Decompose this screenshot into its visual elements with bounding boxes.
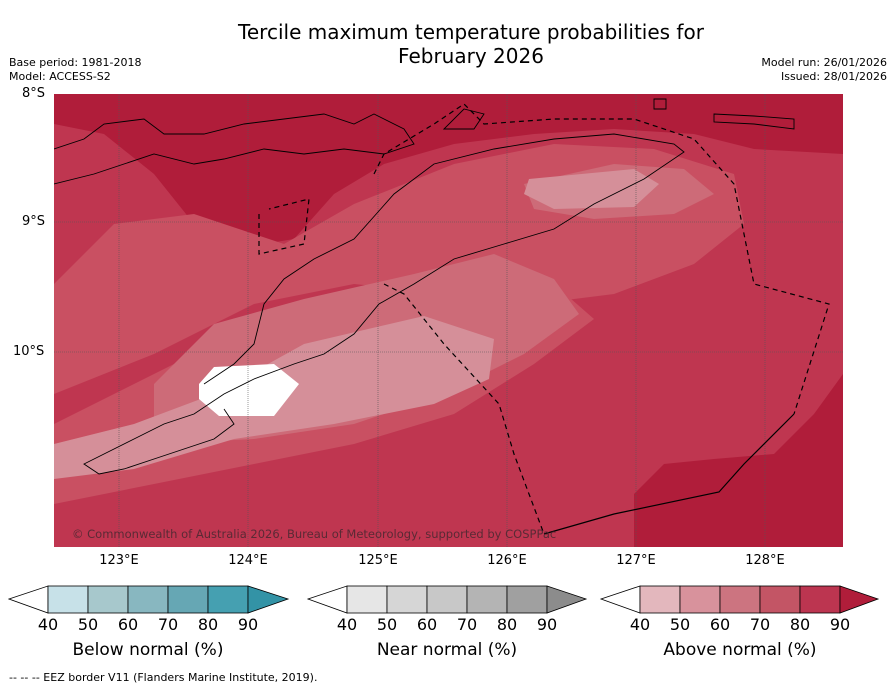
title-line-1: Tercile maximum temperature probabilitie… [238, 20, 704, 44]
near-tick-80: 80 [496, 615, 518, 634]
issued-date: Issued: 28/01/2026 [780, 70, 887, 83]
lon-label-123e: 123°E [99, 553, 139, 568]
colorbars [8, 585, 880, 614]
below-tick-60: 60 [117, 615, 139, 634]
below-tick-50: 50 [77, 615, 99, 634]
above-tick-80: 80 [789, 615, 811, 634]
eez-border [258, 103, 830, 535]
region-below-40-white [199, 364, 299, 416]
region-above-90-north [54, 94, 843, 249]
legend-near-normal-label: Near normal (%) [376, 640, 518, 660]
above-tick-70: 70 [749, 615, 771, 634]
model-name: Model: ACCESS-S2 [9, 70, 111, 83]
title-line-2: February 2026 [398, 44, 544, 68]
map-title: Tercile maximum temperature probabilitie… [0, 20, 896, 68]
region-above-50-east [524, 169, 659, 209]
above-tick-90: 90 [829, 615, 851, 634]
map-copyright: © Commonwealth of Australia 2026, Bureau… [72, 527, 556, 541]
near-tick-40: 40 [336, 615, 358, 634]
near-tick-70: 70 [456, 615, 478, 634]
below-tick-40: 40 [37, 615, 59, 634]
legend-above-normal-label: Above normal (%) [663, 640, 817, 660]
below-tick-80: 80 [197, 615, 219, 634]
above-tick-40: 40 [629, 615, 651, 634]
eez-footnote: -- -- -- EEZ border V11 (Flanders Marine… [9, 671, 318, 684]
below-tick-70: 70 [157, 615, 179, 634]
legend-near-normal-bar [306, 585, 588, 614]
above-tick-50: 50 [669, 615, 691, 634]
lon-label-128e: 128°E [745, 553, 785, 568]
model-run: Model run: 26/01/2026 [761, 56, 887, 69]
probability-map: © Commonwealth of Australia 2026, Bureau… [54, 94, 843, 547]
base-period: Base period: 1981-2018 [9, 56, 142, 69]
near-tick-60: 60 [416, 615, 438, 634]
legend-below-normal-label: Below normal (%) [72, 640, 224, 660]
near-tick-90: 90 [536, 615, 558, 634]
lat-label-8s: 8°S [22, 86, 46, 101]
graticule [54, 94, 843, 547]
region-above-90-south [634, 374, 843, 547]
below-tick-90: 90 [237, 615, 259, 634]
lat-label-9s: 9°S [22, 214, 46, 229]
lat-label-10s: 10°S [13, 344, 45, 359]
above-tick-60: 60 [709, 615, 731, 634]
meta-right: Model run: 26/01/2026 Issued: 28/01/2026 [761, 56, 887, 84]
legend-above-normal-bar [599, 585, 880, 614]
lon-label-125e: 125°E [358, 553, 398, 568]
lon-label-124e: 124°E [228, 553, 268, 568]
meta-left: Base period: 1981-2018 Model: ACCESS-S2 [9, 56, 141, 84]
near-tick-50: 50 [376, 615, 398, 634]
lon-label-126e: 126°E [487, 553, 527, 568]
lon-label-127e: 127°E [616, 553, 656, 568]
maritime-boundary [543, 413, 795, 535]
legend-below-normal-bar [8, 585, 290, 614]
coastlines [54, 98, 795, 475]
